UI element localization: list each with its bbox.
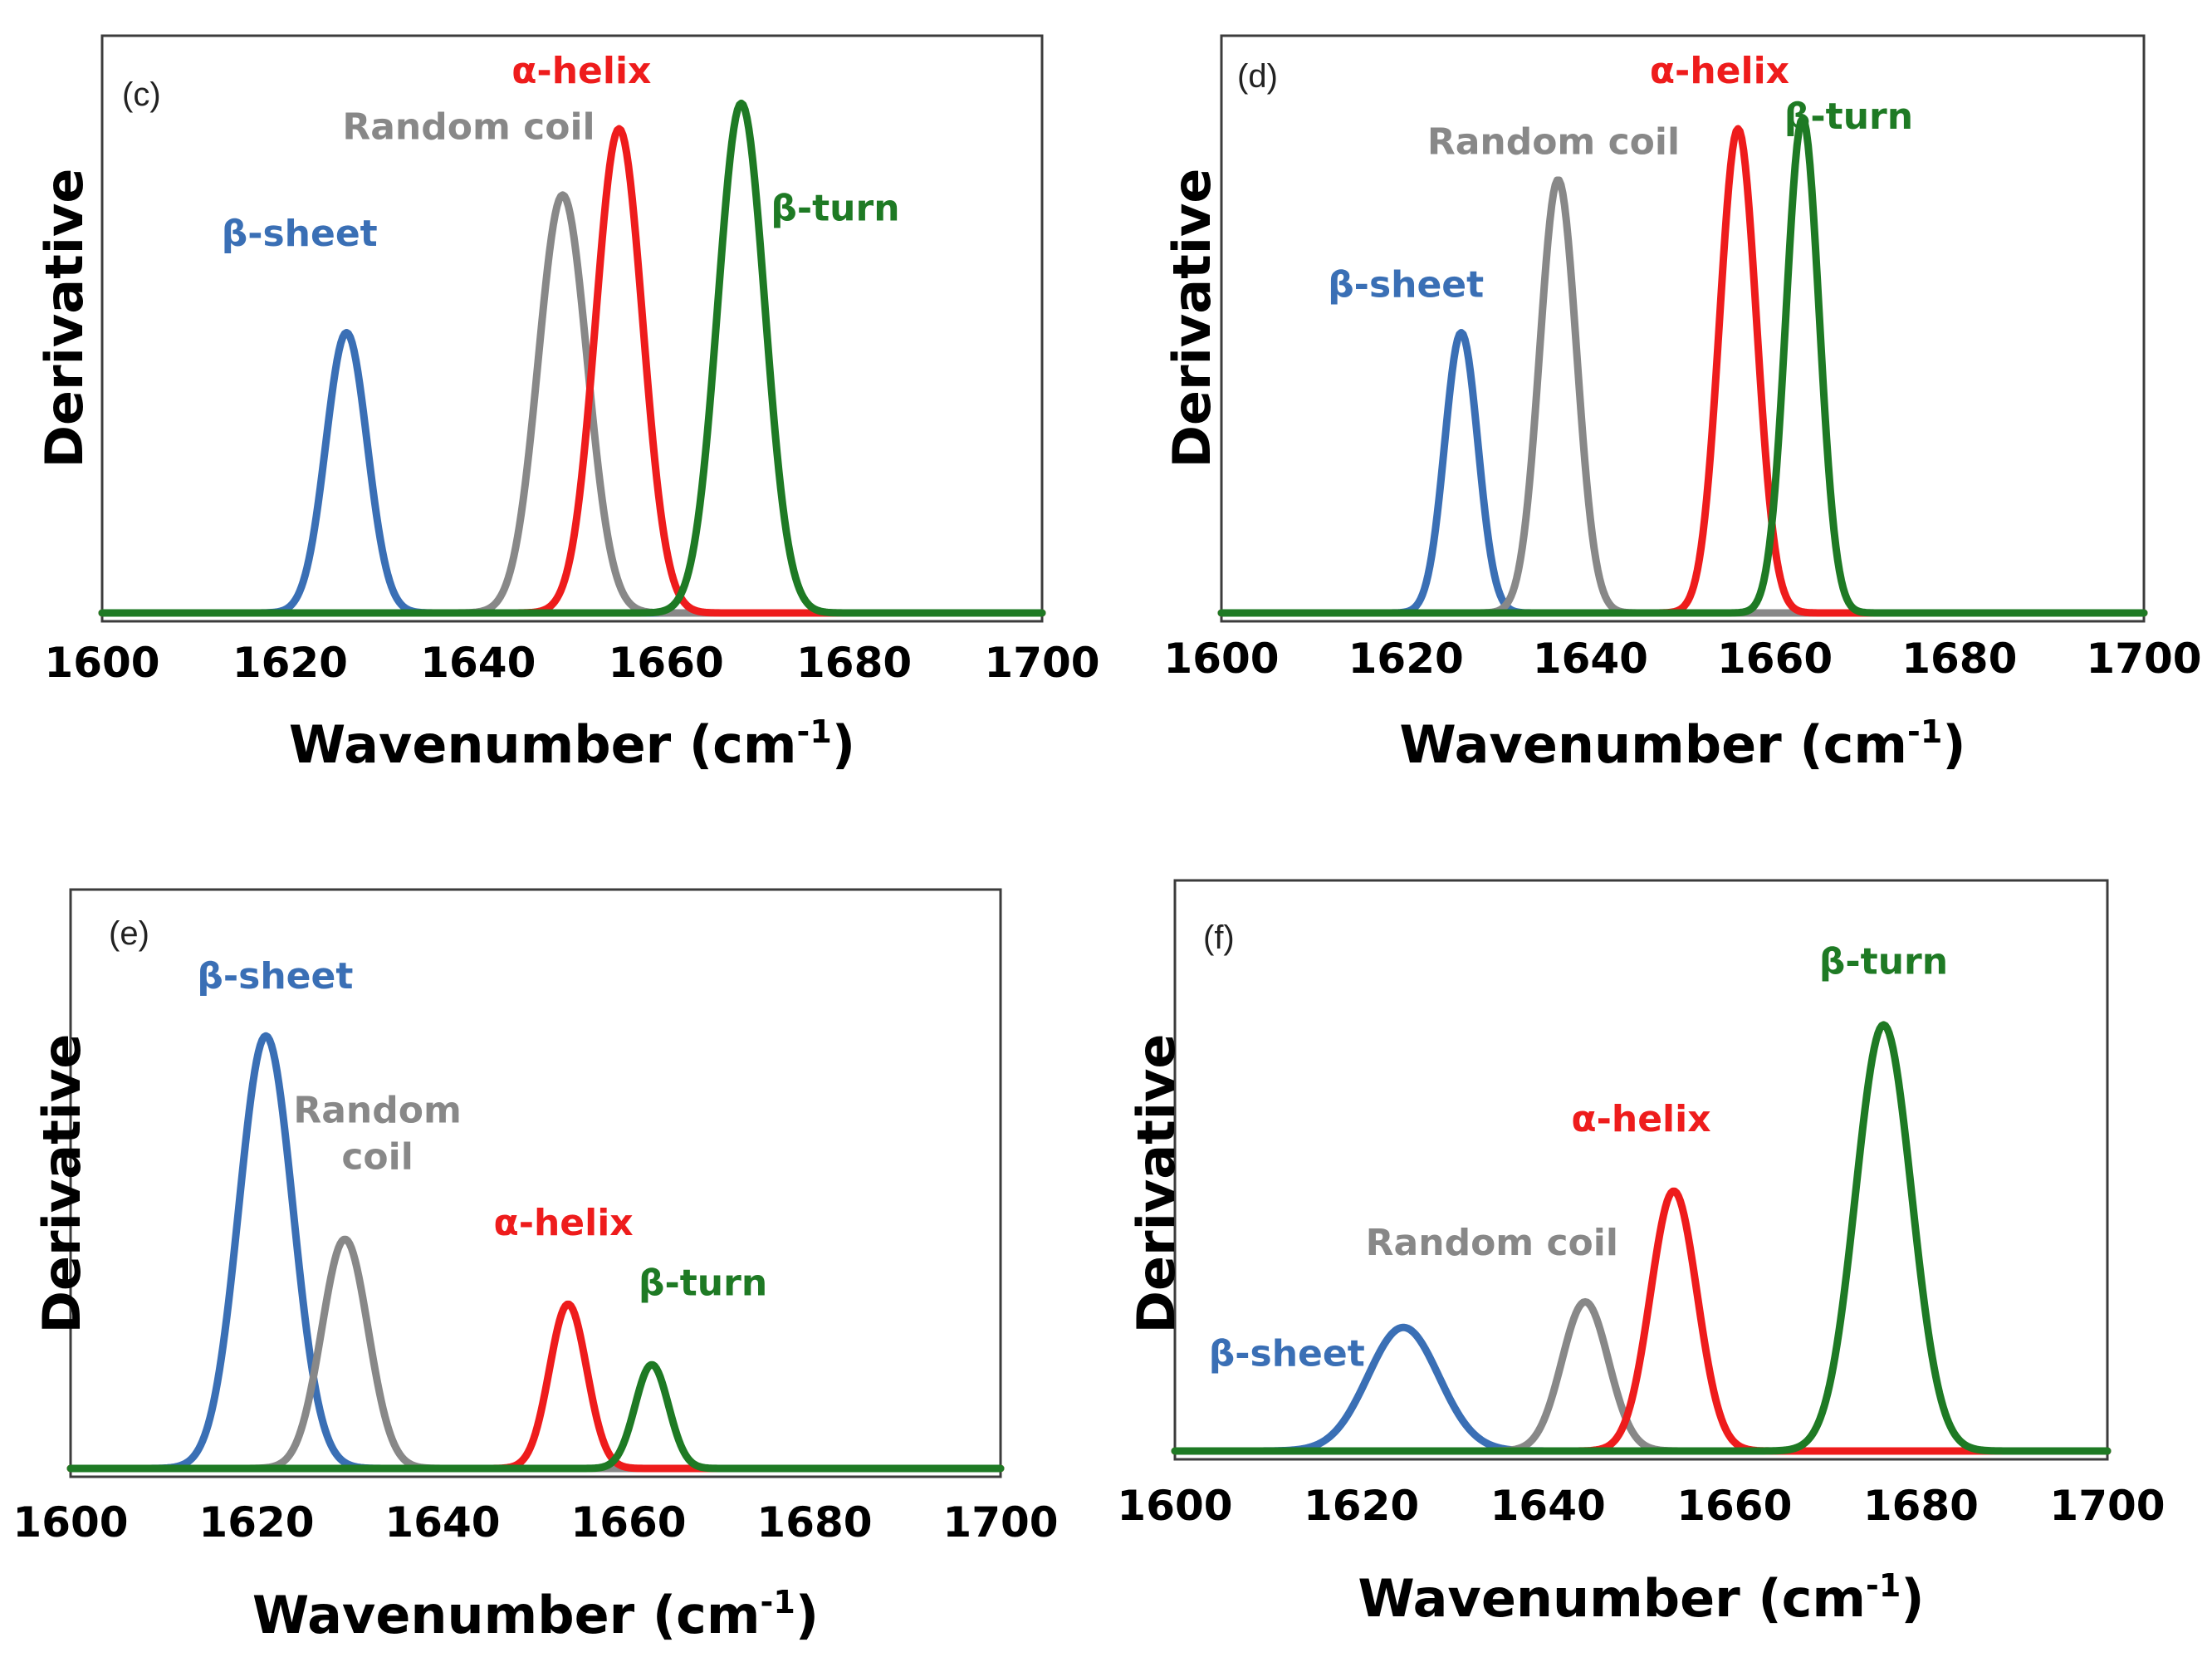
x-axis-title-main: Wavenumber (cm	[1358, 1568, 1866, 1629]
series-beta-turn	[98, 99, 1046, 617]
x-axis-title-sup: -1	[1907, 713, 1942, 750]
x-tick-label: 1680	[796, 639, 912, 687]
series-beta-turn	[1217, 115, 2148, 617]
peak-label-random-coil: Random coil	[1427, 121, 1680, 164]
x-tick-label: 1660	[1676, 1482, 1792, 1530]
peak-label-beta-turn: β-turn	[771, 188, 899, 230]
y-axis-title: Derivative	[1126, 1034, 1187, 1334]
x-tick-label: 1680	[756, 1498, 872, 1547]
x-tick-label: 1600	[12, 1498, 128, 1547]
x-axis-title: Wavenumber (cm-1)	[289, 713, 855, 775]
peak-label-beta-sheet: β-sheet	[222, 213, 378, 255]
curves	[1171, 1021, 2112, 1455]
panel-label: (f)	[1203, 919, 1235, 956]
x-tick-label: 1700	[2086, 635, 2201, 683]
panel-label: (e)	[109, 915, 149, 952]
x-tick-label: 1700	[2049, 1482, 2165, 1530]
x-tick-label: 1640	[420, 639, 536, 687]
x-tick-label: 1660	[609, 639, 724, 687]
curves	[1217, 115, 2148, 617]
x-tick-labels: 1600 1620 1640 1660 1680 1700	[1117, 1482, 2165, 1530]
x-tick-label: 1620	[198, 1498, 314, 1547]
y-axis-title: Derivative	[32, 1034, 92, 1334]
peak-label-beta-sheet: β-sheet	[1328, 264, 1484, 306]
x-axis-title: Wavenumber (cm-1)	[1399, 713, 1965, 775]
x-tick-label: 1600	[1117, 1482, 1232, 1530]
peak-label-beta-sheet: β-sheet	[1209, 1332, 1365, 1375]
x-axis-title: Wavenumber (cm-1)	[1358, 1567, 1924, 1629]
peak-label-alpha-helix: α-helix	[1650, 50, 1789, 92]
x-axis-title-sup: -1	[1866, 1567, 1901, 1604]
x-axis-title-sup: -1	[797, 713, 832, 750]
x-axis-title-sup: -1	[761, 1584, 795, 1620]
x-axis-title-close: )	[1942, 714, 1965, 775]
peak-labels: β-sheet Random coil α-helix β-turn	[222, 50, 900, 255]
plot-frame	[100, 34, 1044, 623]
chart-panel-d: (d) 1600 1620 1640 1660 1680 1700 Wavenumber (c…	[1162, 34, 2202, 775]
chart-panel-c: (c) 1600 1620 1640 1660 1680 1700 Wavenumber (c…	[34, 34, 1100, 775]
curves	[66, 1032, 1005, 1473]
x-tick-label: 1680	[1901, 635, 2017, 683]
peak-label-beta-turn: β-turn	[1784, 96, 1913, 138]
x-tick-label: 1640	[1490, 1482, 1606, 1530]
x-axis-title-close: )	[795, 1585, 819, 1645]
curves	[98, 99, 1046, 617]
peak-label-alpha-helix: α-helix	[1571, 1098, 1710, 1140]
x-axis-title: Wavenumber (cm-1)	[252, 1584, 819, 1645]
peak-label-random-coil: Random coil	[1366, 1222, 1618, 1264]
x-tick-label: 1640	[1533, 635, 1648, 683]
x-tick-label: 1620	[1348, 635, 1464, 683]
peak-label-beta-turn: β-turn	[1819, 940, 1948, 983]
panel-label: (c)	[122, 76, 161, 113]
x-tick-label: 1700	[984, 639, 1099, 687]
peak-labels: β-sheet Random coil α-helix β-turn	[1209, 940, 1948, 1375]
x-tick-labels: 1600 1620 1640 1660 1680 1700	[44, 639, 1099, 687]
x-tick-label: 1620	[232, 639, 348, 687]
series-beta-turn	[66, 1360, 1005, 1473]
x-tick-label: 1680	[1863, 1482, 1979, 1530]
x-tick-label: 1640	[384, 1498, 500, 1547]
x-axis-title-main: Wavenumber (cm	[1399, 714, 1907, 775]
peak-label-random-coil: Random coil	[293, 1089, 461, 1178]
chart-panel-e: (e) 1600 1620 1640 1660 1680 1700 Wavenumber (c…	[12, 888, 1059, 1645]
x-axis-title-main: Wavenumber (cm	[252, 1585, 761, 1645]
x-tick-label: 1700	[942, 1498, 1058, 1547]
peak-label-alpha-helix: α-helix	[511, 50, 651, 92]
x-axis-title-close: )	[832, 714, 855, 775]
x-tick-label: 1600	[44, 639, 159, 687]
x-tick-label: 1600	[1163, 635, 1279, 683]
x-tick-label: 1660	[1717, 635, 1833, 683]
y-axis-title: Derivative	[1162, 169, 1222, 468]
plot-frame	[1220, 34, 2146, 623]
x-tick-labels: 1600 1620 1640 1660 1680 1700	[1163, 635, 2201, 683]
peak-label-alpha-helix: α-helix	[493, 1202, 633, 1244]
x-tick-label: 1620	[1304, 1482, 1419, 1530]
peak-label-beta-sheet: β-sheet	[197, 955, 353, 998]
x-axis-title-main: Wavenumber (cm	[289, 714, 797, 775]
peak-label-beta-turn: β-turn	[639, 1262, 767, 1305]
x-tick-label: 1660	[570, 1498, 686, 1547]
plot-frame	[69, 888, 1002, 1478]
panel-label: (d)	[1237, 58, 1278, 95]
chart-panel-f: (f) 1600 1620 1640 1660 1680 1700 Wavenumber (c…	[1117, 879, 2166, 1629]
y-axis-title: Derivative	[34, 169, 95, 468]
peak-label-random-coil: Random coil	[342, 105, 595, 148]
series-beta-turn	[1171, 1021, 2112, 1455]
x-tick-labels: 1600 1620 1640 1660 1680 1700	[12, 1498, 1058, 1547]
x-axis-title-close: )	[1901, 1568, 1924, 1629]
